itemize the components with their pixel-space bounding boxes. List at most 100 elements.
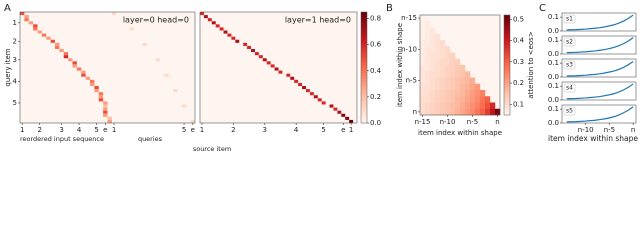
heatmap-cell xyxy=(470,102,476,109)
x-tick-label: 1 xyxy=(20,126,24,134)
colorbar-tick-label: 0.3 xyxy=(513,58,524,66)
x-tick-label: n-10 xyxy=(578,126,594,134)
heatmap-cell xyxy=(435,96,441,103)
heatmap-cell xyxy=(440,108,446,116)
heatmap-cell xyxy=(85,76,90,80)
heatmap-cell xyxy=(103,104,108,108)
heatmap-cell xyxy=(455,58,461,66)
heatmap-cell xyxy=(425,33,431,41)
heatmap-cell xyxy=(490,108,496,116)
legend-box xyxy=(563,106,576,116)
colorbar-frame xyxy=(503,14,511,116)
colorbar-step xyxy=(361,95,367,99)
heatmap-cell xyxy=(435,33,441,41)
x-tick-label: 5 xyxy=(94,126,98,134)
colorbar-step xyxy=(361,75,367,79)
heatmap-cell xyxy=(81,73,86,77)
heatmap-cell xyxy=(425,108,431,116)
heatmap-cell xyxy=(215,24,220,28)
colorbar-step xyxy=(361,103,367,107)
heatmap-cell xyxy=(460,90,466,97)
heatmap-cell xyxy=(298,82,303,86)
panel-label: A xyxy=(4,3,11,14)
heatmap-cell xyxy=(33,24,38,28)
heatmap-cell xyxy=(164,73,169,77)
colorbar-step xyxy=(504,112,510,116)
heatmap-cell xyxy=(173,89,178,93)
colorbar-tick-label: 0.1 xyxy=(513,100,524,108)
heatmap-cell xyxy=(470,108,476,116)
x-axis-label: item index within shape xyxy=(548,134,638,143)
heatmap-cell xyxy=(59,49,64,53)
heatmap-cell xyxy=(440,40,446,47)
heatmap-cell xyxy=(219,27,224,31)
heatmap-cell xyxy=(450,71,456,78)
heatmap-cell xyxy=(435,58,441,66)
heatmap-cell xyxy=(475,90,481,97)
legend-label: s4 xyxy=(566,85,573,92)
heatmap-cell xyxy=(470,83,476,91)
heatmap-cell xyxy=(37,30,42,34)
y-tick-label: 2 xyxy=(13,37,17,45)
heatmap-cell xyxy=(460,71,466,78)
heatmap-cell xyxy=(480,90,486,97)
y-tick-label: 0.1 xyxy=(548,13,559,21)
x-tick-label: e xyxy=(191,126,195,134)
heatmap-cell xyxy=(445,58,451,66)
heatmap-cell xyxy=(420,83,426,91)
x-tick-label: n-15 xyxy=(415,118,431,126)
y-tick-label: 0.1 xyxy=(548,36,559,44)
plot-title: layer=0 head=0 xyxy=(123,16,189,25)
colorbar-step xyxy=(504,32,510,36)
heatmap-cell xyxy=(465,102,471,109)
y-tick-label: 0.0 xyxy=(548,73,559,81)
colorbar-step xyxy=(504,40,510,43)
heatmap-cell xyxy=(435,83,441,91)
legend-label: s5 xyxy=(566,108,573,115)
heatmap-cell xyxy=(485,96,491,103)
heatmap-cell xyxy=(435,40,441,47)
colorbar-tick-label: 0.2 xyxy=(370,93,381,101)
colorbar-step xyxy=(504,52,510,56)
heatmap-cell xyxy=(430,108,436,116)
heatmap-cell xyxy=(430,46,436,53)
y-tick-label: 0.0 xyxy=(548,96,559,104)
plot-frame xyxy=(561,81,637,101)
colorbar-step xyxy=(361,36,367,41)
y-tick-label: n xyxy=(413,108,417,116)
heatmap-cell xyxy=(24,18,29,22)
heatmap-cell xyxy=(475,102,481,109)
colorbar-step xyxy=(361,78,367,82)
x-tick-label: n xyxy=(495,118,499,126)
heatmap-cell xyxy=(107,119,112,123)
heatmap-cell xyxy=(460,108,466,116)
heatmap-cell xyxy=(142,42,147,46)
heatmap-cell xyxy=(129,27,134,31)
heatmap-cell xyxy=(270,64,275,68)
heatmap-cell xyxy=(425,83,431,91)
heatmap-cell xyxy=(55,42,60,46)
colorbar-step xyxy=(504,37,510,41)
colorbar-step xyxy=(504,57,510,61)
x-tick-label: 1 xyxy=(200,126,204,134)
heatmap-cell xyxy=(223,30,228,34)
heatmap-cell xyxy=(76,67,82,71)
heatmap-cell xyxy=(430,33,436,41)
heatmap-cell xyxy=(455,108,461,116)
colorbar-step xyxy=(504,50,510,53)
y-tick-label: 0.0 xyxy=(548,50,559,58)
heatmap-cell xyxy=(440,96,446,103)
heatmap-cell xyxy=(425,77,431,84)
heatmap-cell xyxy=(445,77,451,84)
heatmap-cell xyxy=(445,65,451,72)
heatmap-cell xyxy=(107,116,112,120)
y-tick-label: n-10 xyxy=(401,45,417,53)
colorbar-step xyxy=(504,35,510,38)
heatmap-cell xyxy=(430,71,436,78)
heatmap-cell xyxy=(211,21,216,25)
heatmap-cell xyxy=(430,77,436,84)
heatmap-cell xyxy=(290,76,295,80)
heatmap-cell xyxy=(445,96,451,103)
heatmap-cell xyxy=(235,39,240,43)
heatmap-cell xyxy=(254,52,259,56)
